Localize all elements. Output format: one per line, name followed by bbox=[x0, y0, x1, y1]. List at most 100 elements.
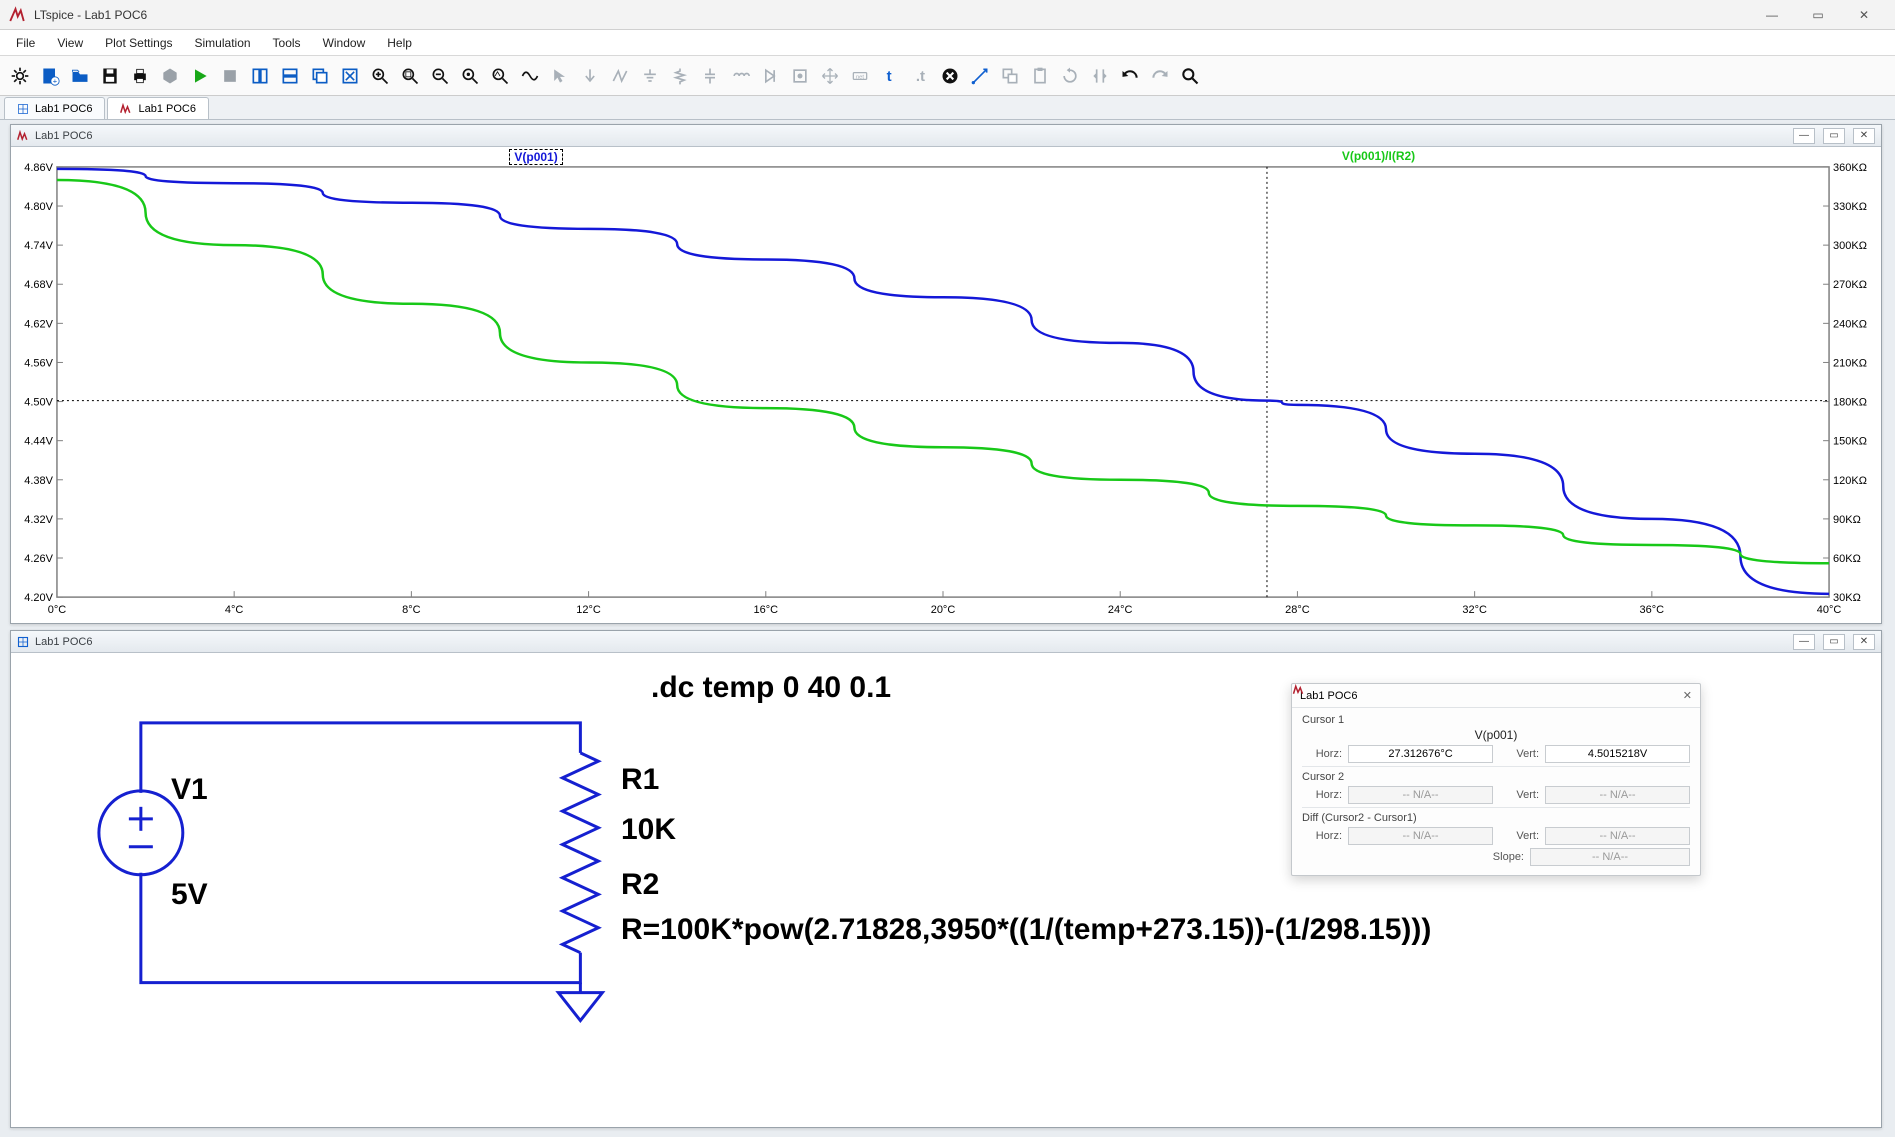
duplicate-icon[interactable] bbox=[996, 62, 1024, 90]
svg-text:210KΩ: 210KΩ bbox=[1833, 357, 1867, 369]
resistor-tb-icon[interactable] bbox=[666, 62, 694, 90]
menu-window[interactable]: Window bbox=[313, 32, 376, 54]
trace-label-vp001ir2[interactable]: V(p001)/I(R2) bbox=[1338, 149, 1419, 163]
svg-text:4.38V: 4.38V bbox=[24, 475, 53, 487]
wire-icon[interactable] bbox=[606, 62, 634, 90]
text-t-icon[interactable]: t bbox=[876, 62, 904, 90]
zoom-box-icon[interactable] bbox=[396, 62, 424, 90]
titlebar: LTspice - Lab1 POC6 — ▭ ✕ bbox=[0, 0, 1895, 30]
diff-vert-label: Vert: bbox=[1499, 830, 1539, 842]
svg-text:32°C: 32°C bbox=[1462, 604, 1487, 616]
schematic-window-titlebar[interactable]: Lab1 POC6 — ▭ ✕ bbox=[11, 631, 1881, 653]
svg-text:180KΩ: 180KΩ bbox=[1833, 397, 1867, 409]
minimize-button[interactable]: — bbox=[1749, 0, 1795, 30]
pick-icon[interactable] bbox=[546, 62, 574, 90]
diode-tb-icon[interactable] bbox=[756, 62, 784, 90]
diff-horz-value: -- N/A-- bbox=[1348, 827, 1493, 845]
plot-window-titlebar[interactable]: Lab1 POC6 — ▭ ✕ bbox=[11, 125, 1881, 147]
spice-t-icon[interactable]: .t bbox=[906, 62, 934, 90]
c2-horz-label: Horz: bbox=[1302, 789, 1342, 801]
c1-vert-value[interactable]: 4.5015218V bbox=[1545, 745, 1690, 763]
cursor1-section-title: Cursor 1 bbox=[1302, 714, 1690, 726]
cursor-window-close-icon[interactable]: ✕ bbox=[1683, 689, 1692, 702]
svg-text:+: + bbox=[53, 76, 58, 85]
spice-directive[interactable]: .dc temp 0 40 0.1 bbox=[651, 671, 891, 705]
window-title: LTspice - Lab1 POC6 bbox=[34, 8, 1749, 22]
stop-icon[interactable] bbox=[216, 62, 244, 90]
v1-name-label[interactable]: V1 bbox=[171, 773, 208, 807]
drag-icon[interactable] bbox=[966, 62, 994, 90]
svg-text:16°C: 16°C bbox=[754, 604, 779, 616]
gear-icon[interactable] bbox=[6, 62, 34, 90]
sch-win-close[interactable]: ✕ bbox=[1853, 634, 1875, 650]
autorange-icon[interactable] bbox=[486, 62, 514, 90]
run-icon[interactable] bbox=[186, 62, 214, 90]
hex-icon[interactable] bbox=[156, 62, 184, 90]
menu-file[interactable]: File bbox=[6, 32, 45, 54]
menu-tools[interactable]: Tools bbox=[263, 32, 311, 54]
plot-win-close[interactable]: ✕ bbox=[1853, 128, 1875, 144]
sch-win-maximize[interactable]: ▭ bbox=[1823, 634, 1845, 650]
schematic-canvas[interactable]: .dc temp 0 40 0.1 V1 5V R1 10K R2 R=100K… bbox=[11, 653, 1881, 1127]
menubar: FileViewPlot SettingsSimulationToolsWind… bbox=[0, 30, 1895, 56]
svg-text:t: t bbox=[887, 68, 892, 85]
r1-value-label[interactable]: 10K bbox=[621, 813, 676, 847]
toggle-waveform-icon[interactable] bbox=[516, 62, 544, 90]
r2-value-label[interactable]: R=100K*pow(2.71828,3950*((1/(temp+273.15… bbox=[621, 913, 1431, 947]
doc-tab-lab1-poc6-wave[interactable]: Lab1 POC6 bbox=[107, 97, 208, 119]
maximize-button[interactable]: ▭ bbox=[1795, 0, 1841, 30]
cursor-window-titlebar[interactable]: Lab1 POC6 ✕ bbox=[1292, 684, 1700, 708]
tile-h-icon[interactable] bbox=[276, 62, 304, 90]
undo-icon[interactable] bbox=[1116, 62, 1144, 90]
zoom-out-icon[interactable] bbox=[426, 62, 454, 90]
svg-text:4.20V: 4.20V bbox=[24, 592, 53, 604]
move-icon[interactable] bbox=[816, 62, 844, 90]
print-icon[interactable] bbox=[126, 62, 154, 90]
close-button[interactable]: ✕ bbox=[1841, 0, 1887, 30]
delete-icon[interactable] bbox=[936, 62, 964, 90]
sch-win-minimize[interactable]: — bbox=[1793, 634, 1815, 650]
component-icon[interactable] bbox=[786, 62, 814, 90]
close-all-icon[interactable] bbox=[336, 62, 364, 90]
find-icon[interactable] bbox=[1176, 62, 1204, 90]
cursor-readout-window[interactable]: Lab1 POC6 ✕ Cursor 1 V(p001) Horz: 27.31… bbox=[1291, 683, 1701, 876]
zoom-fit-icon[interactable] bbox=[456, 62, 484, 90]
cascade-icon[interactable] bbox=[306, 62, 334, 90]
svg-text:0°C: 0°C bbox=[48, 604, 67, 616]
mirror-icon[interactable] bbox=[1086, 62, 1114, 90]
plot-win-minimize[interactable]: — bbox=[1793, 128, 1815, 144]
menu-view[interactable]: View bbox=[47, 32, 93, 54]
new-schematic-icon[interactable]: + bbox=[36, 62, 64, 90]
svg-text:270KΩ: 270KΩ bbox=[1833, 279, 1867, 291]
plot-win-maximize[interactable]: ▭ bbox=[1823, 128, 1845, 144]
tile-v-icon[interactable] bbox=[246, 62, 274, 90]
arrow-down-icon[interactable] bbox=[576, 62, 604, 90]
r2-name-label[interactable]: R2 bbox=[621, 868, 659, 902]
doc-tab-lab1-poc6-schem[interactable]: Lab1 POC6 bbox=[4, 97, 105, 119]
diff-slope-label: Slope: bbox=[1493, 851, 1524, 863]
menu-help[interactable]: Help bbox=[377, 32, 422, 54]
cursor-trace-name: V(p001) bbox=[1302, 728, 1690, 742]
capacitor-tb-icon[interactable] bbox=[696, 62, 724, 90]
v1-value-label[interactable]: 5V bbox=[171, 878, 208, 912]
rotate-icon[interactable] bbox=[1056, 62, 1084, 90]
svg-text:300KΩ: 300KΩ bbox=[1833, 240, 1867, 252]
plot-area[interactable]: 4.20V4.26V4.32V4.38V4.44V4.50V4.56V4.62V… bbox=[11, 147, 1881, 623]
schematic-window: Lab1 POC6 — ▭ ✕ .dc temp 0 40 0.1 V1 5V … bbox=[10, 630, 1882, 1128]
svg-text:4.74V: 4.74V bbox=[24, 240, 53, 252]
menu-simulation[interactable]: Simulation bbox=[185, 32, 261, 54]
zoom-in-icon[interactable] bbox=[366, 62, 394, 90]
open-icon[interactable] bbox=[66, 62, 94, 90]
r1-name-label[interactable]: R1 bbox=[621, 763, 659, 797]
save-icon[interactable] bbox=[96, 62, 124, 90]
menu-plot-settings[interactable]: Plot Settings bbox=[95, 32, 182, 54]
ground-icon[interactable] bbox=[636, 62, 664, 90]
c1-horz-value[interactable]: 27.312676°C bbox=[1348, 745, 1493, 763]
svg-text:330KΩ: 330KΩ bbox=[1833, 201, 1867, 213]
netlabel-icon[interactable]: net bbox=[846, 62, 874, 90]
paste-icon[interactable] bbox=[1026, 62, 1054, 90]
svg-text:4.44V: 4.44V bbox=[24, 436, 53, 448]
redo-icon[interactable] bbox=[1146, 62, 1174, 90]
inductor-tb-icon[interactable] bbox=[726, 62, 754, 90]
trace-label-vp001[interactable]: V(p001) bbox=[509, 149, 562, 165]
